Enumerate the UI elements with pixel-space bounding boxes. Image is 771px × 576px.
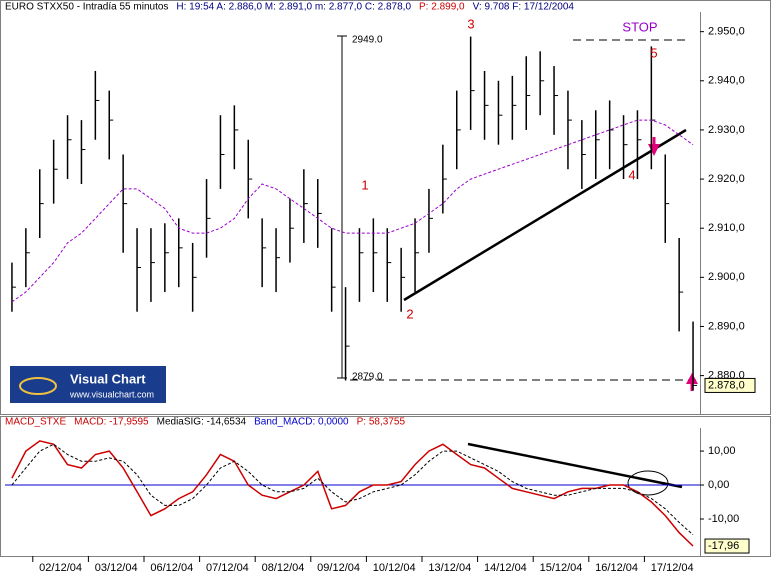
header-text: EURO STXX50 - Intradía 55 minutos [5, 2, 168, 13]
x-tick-label: 13/12/04 [428, 562, 471, 574]
last-price-label: 2.878,0 [708, 379, 745, 391]
moving-average [11, 119, 694, 303]
annotation: 2949.0 [352, 35, 383, 46]
header-text: H: 19:54 A: 2.886,0 M: 2.891,0 m: 2.877,… [176, 2, 411, 13]
y-tick-label: 2.930,0 [708, 124, 745, 136]
macd-trend-line [467, 442, 683, 489]
macd-line [11, 443, 694, 536]
header-text: MediaSIG: -14,6534 [157, 417, 247, 428]
trend-line [403, 128, 687, 302]
y-tick-label: 2.950,0 [708, 26, 745, 38]
crossover-circle [627, 470, 669, 496]
annotation: 5 [650, 45, 657, 60]
annotation: STOP [622, 19, 657, 34]
header-text: MACD: -17,9595 [74, 417, 149, 428]
y-tick-label: 10,00 [708, 445, 736, 457]
y-tick-label: 0,00 [708, 479, 729, 491]
x-tick-label: 06/12/04 [150, 562, 193, 574]
x-tick-label: 15/12/04 [540, 562, 583, 574]
buy-arrow [686, 373, 698, 384]
x-tick-label: 08/12/04 [262, 562, 305, 574]
last-price-box [704, 377, 756, 393]
logo-url: www.visualchart.com [69, 389, 154, 399]
annotation: 4 [628, 167, 635, 182]
x-tick-label: 16/12/04 [595, 562, 638, 574]
x-tick-label: 10/12/04 [373, 562, 416, 574]
y-tick-label: 2.890,0 [708, 320, 745, 332]
x-tick-label: 02/12/04 [39, 562, 82, 574]
y-tick-label: 2.910,0 [708, 222, 745, 234]
annotation: 2 [406, 306, 413, 321]
x-tick-label: 09/12/04 [317, 562, 360, 574]
y-tick-label: 2.920,0 [708, 173, 745, 185]
last-macd-box [704, 538, 750, 554]
logo-swoosh [19, 377, 57, 395]
x-tick-label: 03/12/04 [95, 562, 138, 574]
y-tick-label: -10,00 [708, 513, 739, 525]
last-macd-label: -17,96 [708, 540, 739, 552]
y-tick-label: 2.940,0 [708, 75, 745, 87]
header-text: P: 58,3755 [357, 417, 406, 428]
x-tick-label: 07/12/04 [206, 562, 249, 574]
logo-box [10, 366, 166, 403]
header-text: MACD_STXE [5, 417, 66, 428]
annotation: 2879.0 [352, 372, 383, 383]
x-tick-label: 14/12/04 [484, 562, 527, 574]
annotation: 1 [361, 177, 368, 192]
y-tick-label: 2.900,0 [708, 271, 745, 283]
macd-line [11, 440, 694, 547]
header-text: V: 9.708 F: 17/12/2004 [473, 2, 575, 13]
header-text: P: 2.899,0 [419, 2, 465, 13]
annotation: 3 [467, 16, 474, 31]
x-tick-label: 17/12/04 [651, 562, 694, 574]
logo-title: Visual Chart [70, 371, 146, 386]
logo: Visual Chart www.visualchart.com [10, 366, 166, 403]
header-text: Band_MACD: 0,0000 [254, 417, 349, 428]
